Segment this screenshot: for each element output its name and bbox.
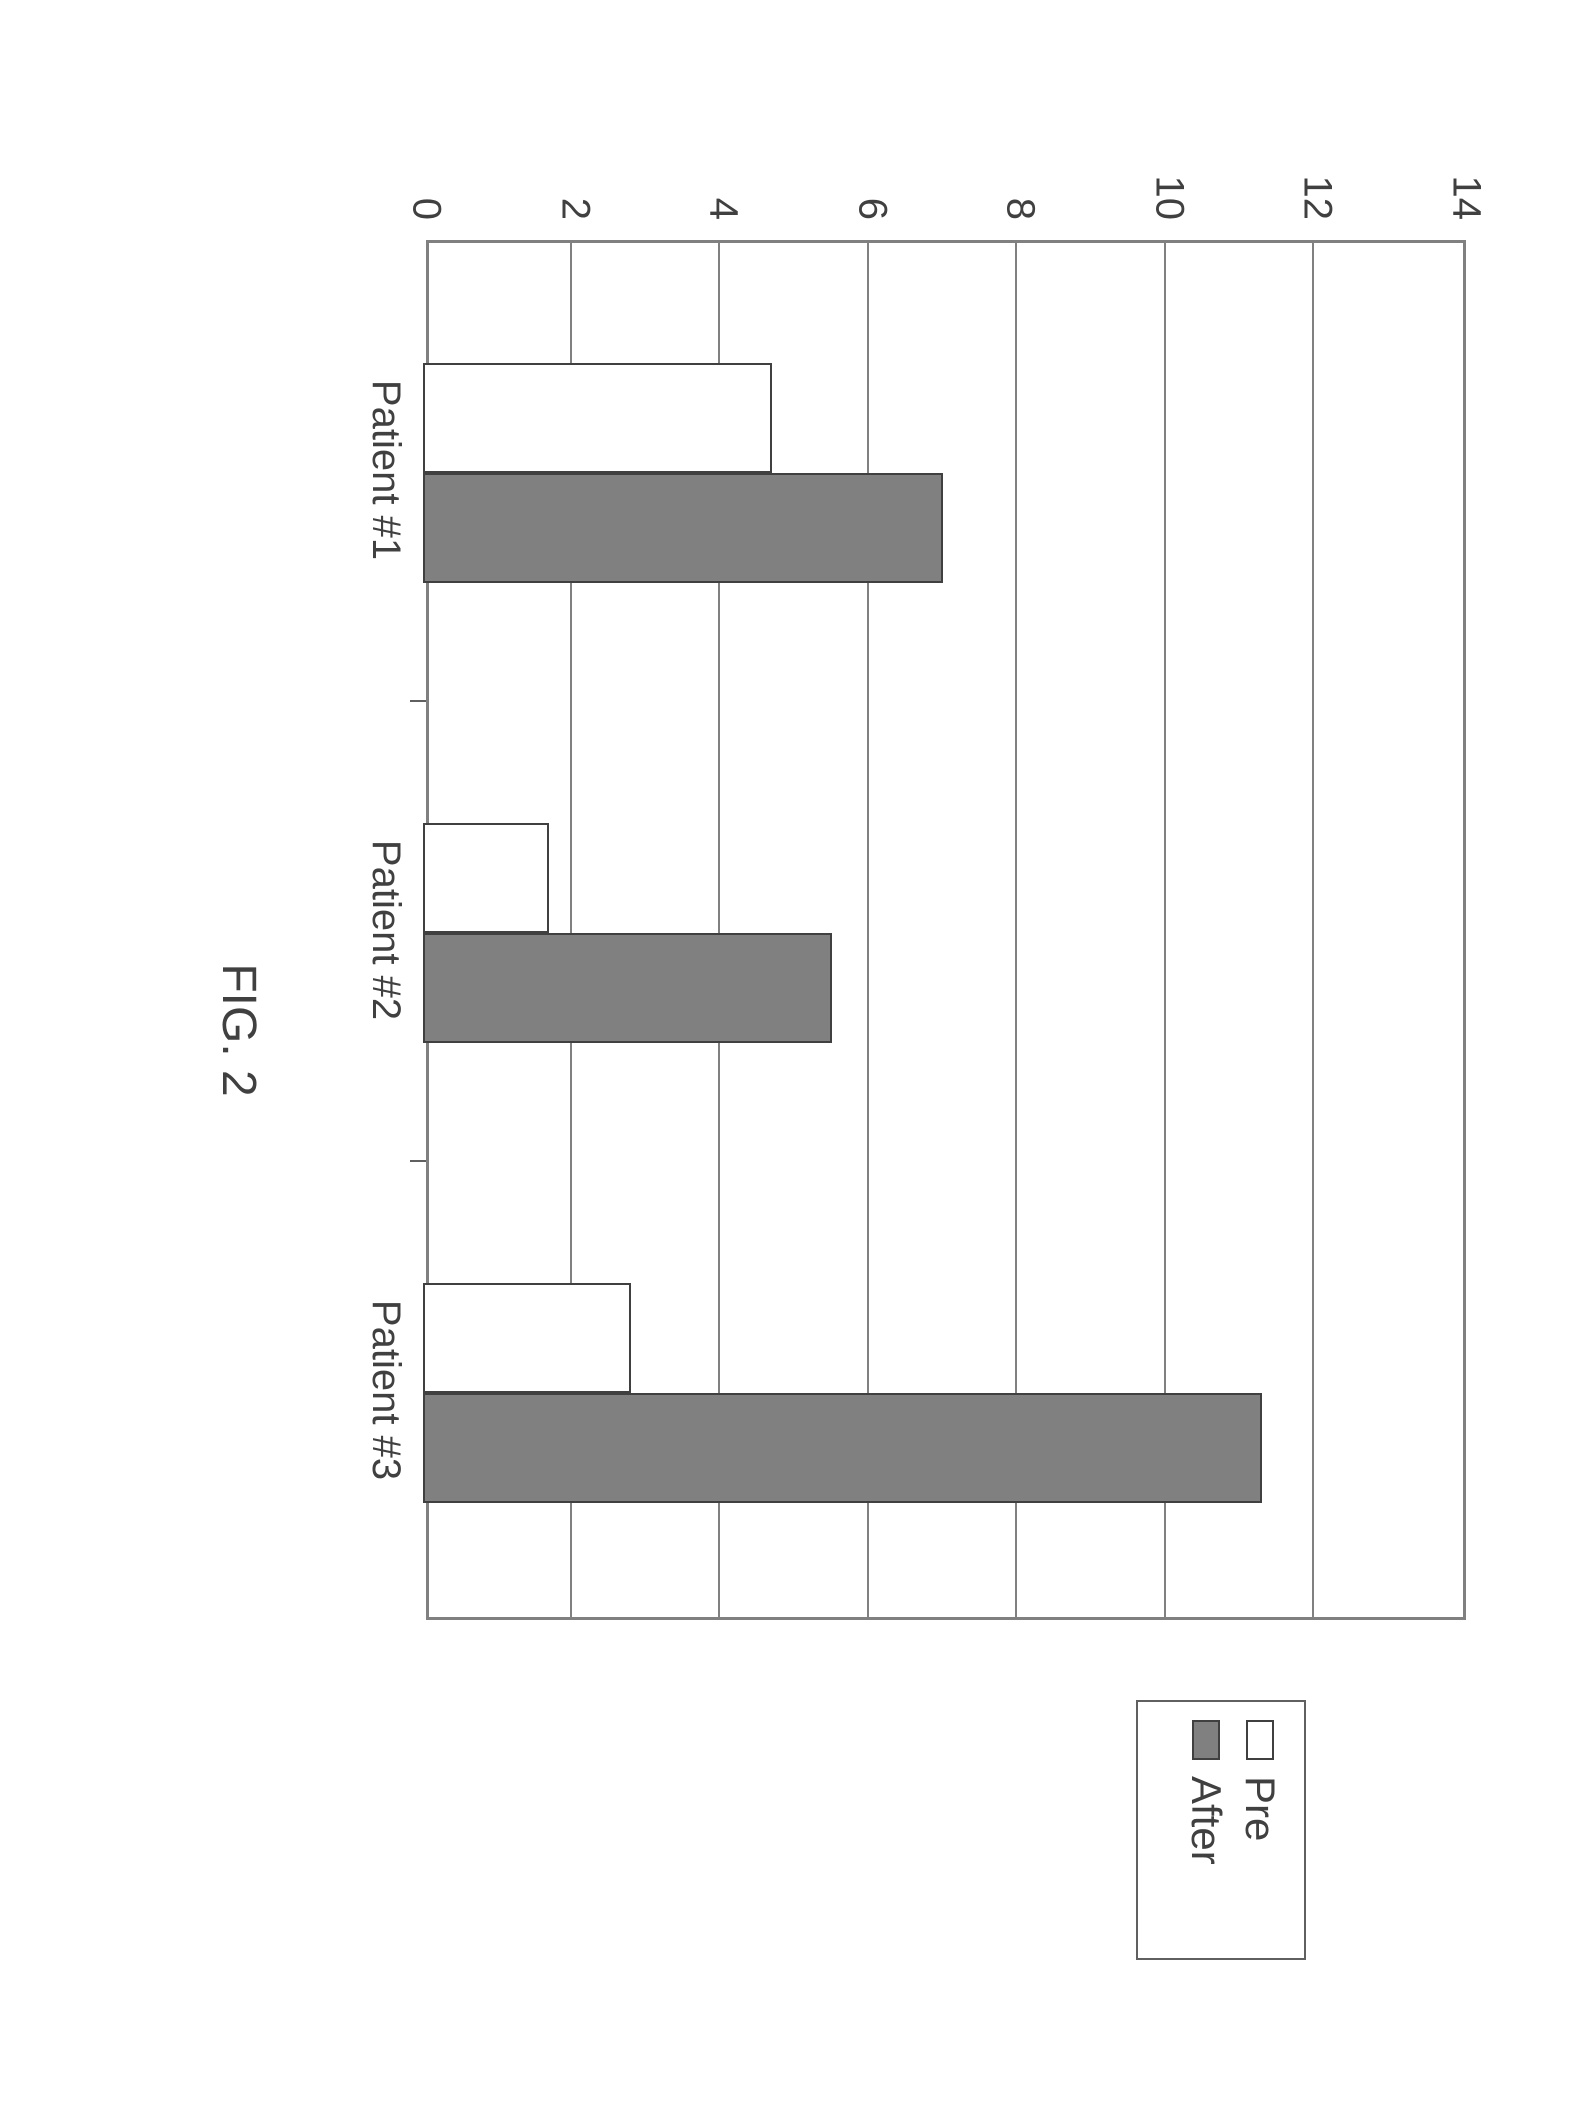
legend: PreAfter	[1136, 1700, 1306, 1960]
x-tick-label: Patient #2	[363, 840, 408, 1020]
bar-after	[423, 473, 943, 583]
gridline	[1312, 243, 1314, 1617]
bar-pre	[423, 363, 772, 473]
x-tick-mark	[410, 700, 426, 702]
y-tick-label: 0	[404, 130, 449, 220]
chart-stage: PreAfter FIG. 2 0 2 4 6 8 10 12 14 Patient #1 Pat…	[0, 0, 1596, 2125]
y-tick-label: 12	[1295, 130, 1340, 220]
legend-swatch-after	[1192, 1720, 1220, 1760]
rotated-chart-container: PreAfter FIG. 2 0 2 4 6 8 10 12 14 Patient #1 Pat…	[0, 0, 1596, 2125]
y-tick-label: 10	[1146, 130, 1191, 220]
bar-pre	[423, 1283, 631, 1393]
x-tick-label: Patient #1	[363, 380, 408, 560]
x-tick-label: Patient #3	[363, 1300, 408, 1480]
figure-caption: FIG. 2	[211, 963, 266, 1096]
y-tick-label: 14	[1444, 130, 1489, 220]
plot-area	[426, 240, 1466, 1620]
bar-after	[423, 1393, 1262, 1503]
bar-pre	[423, 823, 549, 933]
legend-swatch-pre	[1246, 1720, 1274, 1760]
y-tick-label: 6	[849, 130, 894, 220]
bar-after	[423, 933, 832, 1043]
legend-label: After	[1182, 1776, 1230, 1865]
legend-item: After	[1182, 1720, 1230, 1940]
legend-item: Pre	[1236, 1720, 1284, 1940]
x-tick-mark	[410, 1160, 426, 1162]
y-tick-label: 2	[552, 130, 597, 220]
legend-label: Pre	[1236, 1776, 1284, 1841]
y-tick-label: 4	[701, 130, 746, 220]
y-tick-label: 8	[998, 130, 1043, 220]
